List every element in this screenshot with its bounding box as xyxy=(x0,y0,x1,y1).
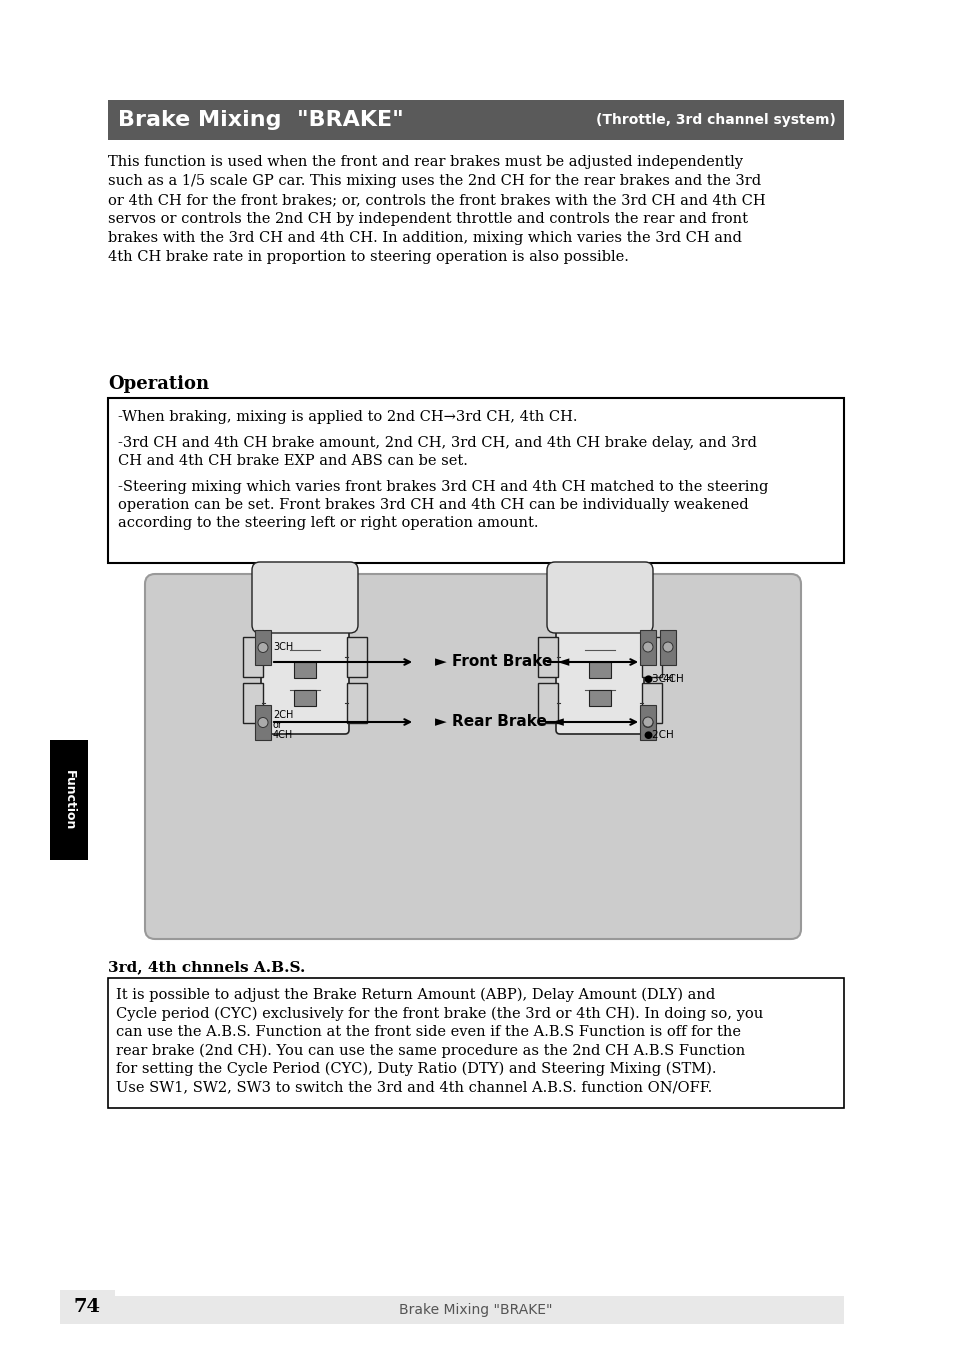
FancyBboxPatch shape xyxy=(243,683,263,724)
Bar xyxy=(60,1291,115,1324)
Text: rear brake (2nd CH). You can use the same procedure as the 2nd CH A.B.S Function: rear brake (2nd CH). You can use the sam… xyxy=(116,1044,744,1058)
Text: (Throttle, 3rd channel system): (Throttle, 3rd channel system) xyxy=(596,113,835,127)
Bar xyxy=(108,100,843,140)
Text: -When braking, mixing is applied to 2nd CH→3rd CH, 4th CH.: -When braking, mixing is applied to 2nd … xyxy=(118,410,577,424)
FancyBboxPatch shape xyxy=(347,683,367,724)
Text: or 4th CH for the front brakes; or, controls the front brakes with the 3rd CH an: or 4th CH for the front brakes; or, cont… xyxy=(108,193,765,207)
Text: ► Rear Brake ◄: ► Rear Brake ◄ xyxy=(435,714,563,729)
Circle shape xyxy=(642,643,652,652)
Text: operation can be set. Front brakes 3rd CH and 4th CH can be individually weakene: operation can be set. Front brakes 3rd C… xyxy=(118,498,748,512)
Text: such as a 1/5 scale GP car. This mixing uses the 2nd CH for the rear brakes and : such as a 1/5 scale GP car. This mixing … xyxy=(108,174,760,188)
FancyBboxPatch shape xyxy=(556,626,643,734)
Bar xyxy=(254,630,271,666)
Text: Use SW1, SW2, SW3 to switch the 3rd and 4th channel A.B.S. function ON/OFF.: Use SW1, SW2, SW3 to switch the 3rd and … xyxy=(116,1080,712,1095)
Circle shape xyxy=(257,717,268,728)
Text: brakes with the 3rd CH and 4th CH. In addition, mixing which varies the 3rd CH a: brakes with the 3rd CH and 4th CH. In ad… xyxy=(108,231,741,244)
Bar xyxy=(294,690,315,706)
Bar xyxy=(639,705,656,740)
FancyBboxPatch shape xyxy=(641,637,661,676)
FancyBboxPatch shape xyxy=(243,637,263,676)
Bar xyxy=(639,630,656,666)
Bar xyxy=(50,740,88,860)
Circle shape xyxy=(662,643,672,652)
Text: can use the A.B.S. Function at the front side even if the A.B.S Function is off : can use the A.B.S. Function at the front… xyxy=(116,1025,740,1040)
FancyBboxPatch shape xyxy=(537,637,558,676)
Bar xyxy=(588,690,610,706)
Text: Brake Mixing "BRAKE": Brake Mixing "BRAKE" xyxy=(399,1303,552,1318)
Text: ●3CH: ●3CH xyxy=(642,674,673,684)
FancyBboxPatch shape xyxy=(641,683,661,724)
Text: -Steering mixing which varies front brakes 3rd CH and 4th CH matched to the stee: -Steering mixing which varies front brak… xyxy=(118,481,767,494)
Text: Cycle period (CYC) exclusively for the front brake (the 3rd or 4th CH). In doing: Cycle period (CYC) exclusively for the f… xyxy=(116,1007,762,1021)
Text: 4CH: 4CH xyxy=(273,730,293,740)
Bar xyxy=(108,398,843,563)
Bar xyxy=(108,977,843,1108)
Bar xyxy=(659,630,676,666)
Text: 2CH: 2CH xyxy=(273,710,294,720)
Text: CH and 4th CH brake EXP and ABS can be set.: CH and 4th CH brake EXP and ABS can be s… xyxy=(118,454,467,468)
Bar xyxy=(254,705,271,740)
FancyBboxPatch shape xyxy=(546,562,652,633)
Text: ●2CH: ●2CH xyxy=(642,730,673,740)
Text: according to the steering left or right operation amount.: according to the steering left or right … xyxy=(118,516,537,531)
Circle shape xyxy=(642,717,652,728)
Bar xyxy=(108,1296,843,1324)
Text: servos or controls the 2nd CH by independent throttle and controls the rear and : servos or controls the 2nd CH by indepen… xyxy=(108,212,747,225)
Text: or: or xyxy=(273,720,283,730)
Text: 3rd, 4th chnnels A.B.S.: 3rd, 4th chnnels A.B.S. xyxy=(108,960,305,973)
FancyBboxPatch shape xyxy=(537,683,558,724)
Text: Function: Function xyxy=(63,769,75,830)
FancyBboxPatch shape xyxy=(261,626,349,734)
FancyBboxPatch shape xyxy=(252,562,357,633)
Text: This function is used when the front and rear brakes must be adjusted independen: This function is used when the front and… xyxy=(108,155,742,169)
FancyBboxPatch shape xyxy=(145,574,801,940)
Text: 74: 74 xyxy=(73,1297,100,1316)
Text: -3rd CH and 4th CH brake amount, 2nd CH, 3rd CH, and 4th CH brake delay, and 3rd: -3rd CH and 4th CH brake amount, 2nd CH,… xyxy=(118,436,756,450)
FancyBboxPatch shape xyxy=(347,637,367,676)
Text: It is possible to adjust the Brake Return Amount (ABP), Delay Amount (DLY) and: It is possible to adjust the Brake Retur… xyxy=(116,988,715,1003)
Circle shape xyxy=(642,717,652,728)
Text: for setting the Cycle Period (CYC), Duty Ratio (DTY) and Steering Mixing (STM).: for setting the Cycle Period (CYC), Duty… xyxy=(116,1062,716,1076)
Text: 4th CH brake rate in proportion to steering operation is also possible.: 4th CH brake rate in proportion to steer… xyxy=(108,250,628,265)
Text: Brake Mixing  "BRAKE": Brake Mixing "BRAKE" xyxy=(118,109,403,130)
Text: ► Front Brake ◄: ► Front Brake ◄ xyxy=(435,655,569,670)
Text: Operation: Operation xyxy=(108,375,209,393)
Bar xyxy=(588,662,610,678)
Text: 3CH: 3CH xyxy=(273,643,293,652)
Circle shape xyxy=(257,643,268,652)
Bar xyxy=(294,662,315,678)
Text: 4CH: 4CH xyxy=(661,674,683,684)
